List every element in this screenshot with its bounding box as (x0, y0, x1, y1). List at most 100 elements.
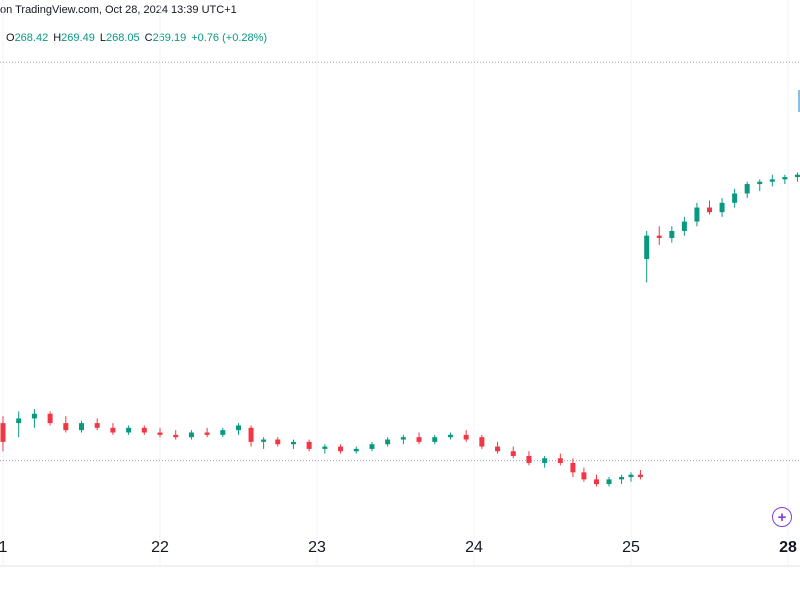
candle-body (322, 446, 328, 449)
candle (275, 437, 281, 447)
candle-body (236, 425, 241, 431)
candle (400, 434, 406, 445)
candle-body (570, 462, 576, 473)
candle (16, 411, 22, 438)
candle (637, 470, 643, 480)
candle-body (707, 207, 712, 213)
candle-body (619, 477, 625, 480)
candle (369, 441, 375, 452)
candle-body (248, 427, 254, 442)
candle-body (275, 439, 281, 445)
candle (0, 416, 6, 452)
candle (322, 444, 328, 454)
candle-body (694, 207, 700, 222)
candle (236, 423, 241, 435)
candle (416, 432, 422, 445)
candle-body (447, 434, 453, 438)
candle-body (744, 184, 750, 194)
candle (479, 434, 485, 449)
candle-body (479, 437, 485, 447)
candle (669, 226, 675, 243)
candle-body (732, 193, 738, 203)
candle-body (47, 413, 53, 424)
candle-body (0, 423, 6, 442)
candle (447, 432, 453, 440)
candle-body (628, 474, 634, 478)
candle (338, 444, 344, 454)
chart-source-header: on TradingView.com, Oct 28, 2024 13:39 U… (0, 4, 237, 16)
candle-body (31, 413, 37, 419)
candle-body (637, 474, 643, 478)
price-scale-tab (798, 90, 800, 112)
candle (94, 418, 100, 431)
candle (290, 439, 296, 449)
candle-body (63, 423, 69, 431)
candle-body (157, 432, 163, 435)
candle-body (204, 432, 210, 435)
candle (744, 181, 750, 199)
candle (581, 467, 587, 482)
candle-body (306, 441, 312, 449)
candle (719, 198, 725, 217)
candle-body (400, 437, 406, 440)
x-tick-label: 1 (0, 539, 8, 556)
candle (681, 216, 687, 236)
candle (732, 188, 738, 208)
high-value: 269.49 (61, 32, 95, 44)
candle (628, 472, 634, 482)
candle (79, 420, 84, 433)
candle-body (290, 441, 296, 445)
candle-body (338, 446, 344, 452)
candle (757, 179, 763, 192)
candle-body (188, 432, 194, 438)
candle (463, 430, 469, 442)
candle (782, 174, 788, 185)
candle-body (141, 427, 147, 433)
candle (510, 446, 516, 459)
candle (353, 446, 359, 454)
candle (63, 416, 69, 433)
candle (794, 172, 800, 182)
candle (261, 437, 267, 449)
candle (570, 458, 576, 478)
x-tick-label: 23 (308, 539, 326, 556)
candle-body (581, 472, 587, 480)
candle (707, 200, 712, 215)
candle (220, 427, 226, 438)
candle (173, 430, 179, 440)
x-tick-label: 28 (779, 539, 797, 556)
candle (619, 474, 625, 485)
candle-body (126, 427, 132, 433)
time-axis: 1 22 23 24 25 28 (0, 539, 797, 556)
candle (141, 425, 147, 435)
grid-lines (2, 0, 789, 566)
candle-body (669, 230, 675, 238)
close-label: C (144, 32, 153, 44)
candle (188, 430, 194, 440)
candle-body (432, 437, 438, 442)
candle-body (681, 221, 687, 231)
candle (126, 425, 132, 435)
add-indicator-button[interactable]: + (772, 507, 792, 527)
candle (204, 427, 210, 438)
candle (542, 455, 548, 468)
candle-body (79, 423, 84, 431)
candle-body (173, 434, 179, 438)
candle (110, 423, 116, 435)
candle (385, 437, 391, 447)
candle (248, 425, 254, 447)
candle-body (261, 439, 267, 442)
candle-body (353, 448, 359, 452)
candle (31, 409, 37, 428)
candle-body (94, 423, 100, 428)
candle-body (757, 181, 763, 185)
candle-body (220, 430, 226, 435)
candle-body (463, 434, 469, 440)
candle-body (719, 202, 725, 213)
candle-body (782, 177, 788, 180)
candle-body (495, 446, 501, 452)
candle-body (542, 458, 548, 463)
high-label: H (53, 32, 62, 44)
candle-body (369, 444, 375, 449)
